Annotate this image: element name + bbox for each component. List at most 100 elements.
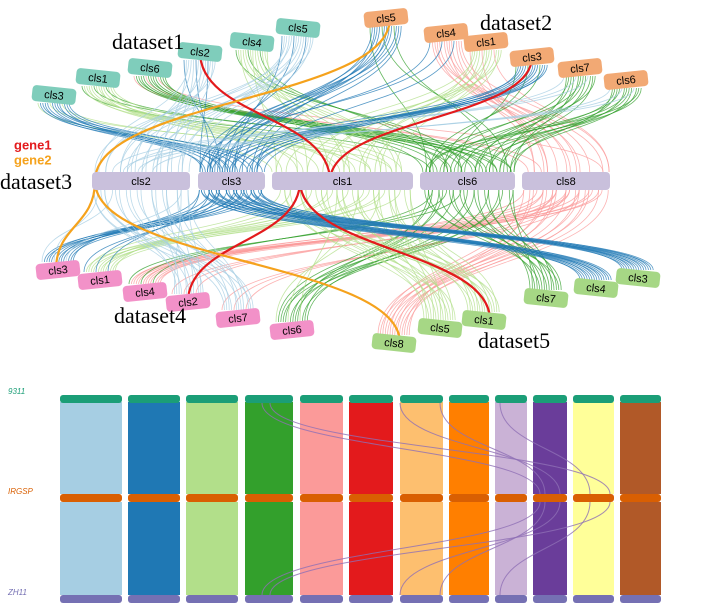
block bbox=[128, 402, 180, 494]
track-bar bbox=[449, 494, 489, 502]
flow bbox=[474, 75, 591, 173]
flow bbox=[108, 85, 298, 173]
flow bbox=[395, 49, 488, 173]
flow bbox=[326, 189, 425, 321]
track-bar bbox=[620, 494, 661, 502]
cluster-label: cls3 bbox=[628, 272, 649, 286]
block bbox=[60, 402, 122, 494]
block bbox=[300, 402, 343, 494]
cluster-box bbox=[420, 172, 515, 190]
flow bbox=[285, 189, 444, 323]
link bbox=[499, 402, 591, 495]
link bbox=[269, 402, 611, 495]
cluster-box bbox=[523, 288, 569, 308]
cluster-box bbox=[75, 68, 121, 88]
flow bbox=[408, 189, 531, 336]
flow bbox=[61, 102, 372, 173]
flow bbox=[481, 49, 535, 173]
track-label: IRGSP bbox=[8, 487, 34, 496]
cluster-label: cls8 bbox=[556, 176, 576, 188]
track-bar bbox=[186, 494, 238, 502]
track-bar bbox=[400, 494, 443, 502]
dataset-label: dataset1 bbox=[112, 29, 184, 54]
flow bbox=[275, 49, 476, 173]
track-bar bbox=[349, 494, 393, 502]
track-bar bbox=[573, 395, 614, 403]
track-bar bbox=[245, 494, 293, 502]
flow bbox=[404, 189, 498, 313]
cluster-label: cls3 bbox=[44, 89, 65, 103]
link bbox=[261, 501, 541, 596]
flow bbox=[203, 189, 583, 281]
flow bbox=[336, 189, 488, 313]
track-bar bbox=[300, 595, 343, 603]
flow bbox=[105, 189, 365, 273]
flow bbox=[460, 87, 642, 173]
flow bbox=[399, 189, 577, 336]
cluster: cls4 bbox=[229, 32, 275, 52]
flow bbox=[102, 189, 312, 273]
track-bar bbox=[186, 395, 238, 403]
flow bbox=[100, 85, 283, 173]
flow bbox=[469, 49, 548, 173]
flow bbox=[231, 25, 400, 173]
cluster: cls5 bbox=[275, 18, 321, 38]
flow bbox=[499, 75, 586, 173]
flow bbox=[98, 189, 349, 273]
block bbox=[128, 502, 180, 595]
flow bbox=[152, 189, 433, 285]
cluster-box bbox=[522, 172, 610, 190]
cluster: cls7 bbox=[215, 308, 261, 328]
cluster: cls3 bbox=[31, 85, 77, 105]
flow bbox=[233, 189, 647, 271]
flow bbox=[401, 189, 609, 336]
track-bar bbox=[495, 494, 527, 502]
cluster-label: cls4 bbox=[586, 282, 607, 296]
cluster-box bbox=[177, 42, 223, 62]
flow bbox=[120, 59, 204, 173]
flow bbox=[208, 189, 644, 271]
block bbox=[495, 402, 527, 494]
cluster-label: cls6 bbox=[282, 324, 303, 338]
cluster-label: cls4 bbox=[135, 286, 156, 300]
flow bbox=[406, 189, 586, 336]
cluster-box bbox=[573, 278, 619, 298]
cluster: cls4 bbox=[122, 282, 168, 302]
flow bbox=[206, 64, 522, 173]
cluster: cls6 bbox=[269, 320, 315, 340]
cluster-box bbox=[127, 58, 173, 78]
flow bbox=[164, 75, 424, 173]
flow bbox=[428, 189, 540, 291]
cluster-label: cls4 bbox=[242, 36, 263, 50]
flow bbox=[145, 59, 199, 173]
clusters: cls2 cls3 cls1 cls6 cls8 cls3 cls1 cls6 cls2 cls4… bbox=[31, 8, 661, 353]
block bbox=[620, 402, 661, 494]
flow bbox=[84, 85, 341, 173]
flow bbox=[357, 189, 476, 313]
cluster-box bbox=[417, 318, 463, 338]
track-bar bbox=[300, 494, 343, 502]
cluster-label: cls7 bbox=[228, 312, 249, 326]
cluster-box bbox=[615, 268, 661, 288]
flow bbox=[44, 102, 206, 173]
block bbox=[300, 502, 343, 595]
cluster-label: cls7 bbox=[536, 292, 557, 306]
flow bbox=[250, 49, 366, 173]
cluster-box bbox=[461, 310, 507, 330]
cluster-box bbox=[463, 32, 509, 52]
track-bar bbox=[349, 395, 393, 403]
track-bar bbox=[349, 595, 393, 603]
flow bbox=[320, 189, 481, 313]
cluster-box bbox=[35, 260, 81, 280]
flow bbox=[285, 49, 502, 173]
cluster-label: cls1 bbox=[476, 36, 497, 50]
cluster-box bbox=[198, 172, 265, 190]
flow bbox=[294, 189, 489, 323]
flow bbox=[304, 189, 440, 323]
cluster-box bbox=[165, 292, 211, 312]
block bbox=[349, 402, 393, 494]
flow bbox=[126, 35, 314, 173]
flow bbox=[429, 64, 541, 173]
block bbox=[620, 502, 661, 595]
